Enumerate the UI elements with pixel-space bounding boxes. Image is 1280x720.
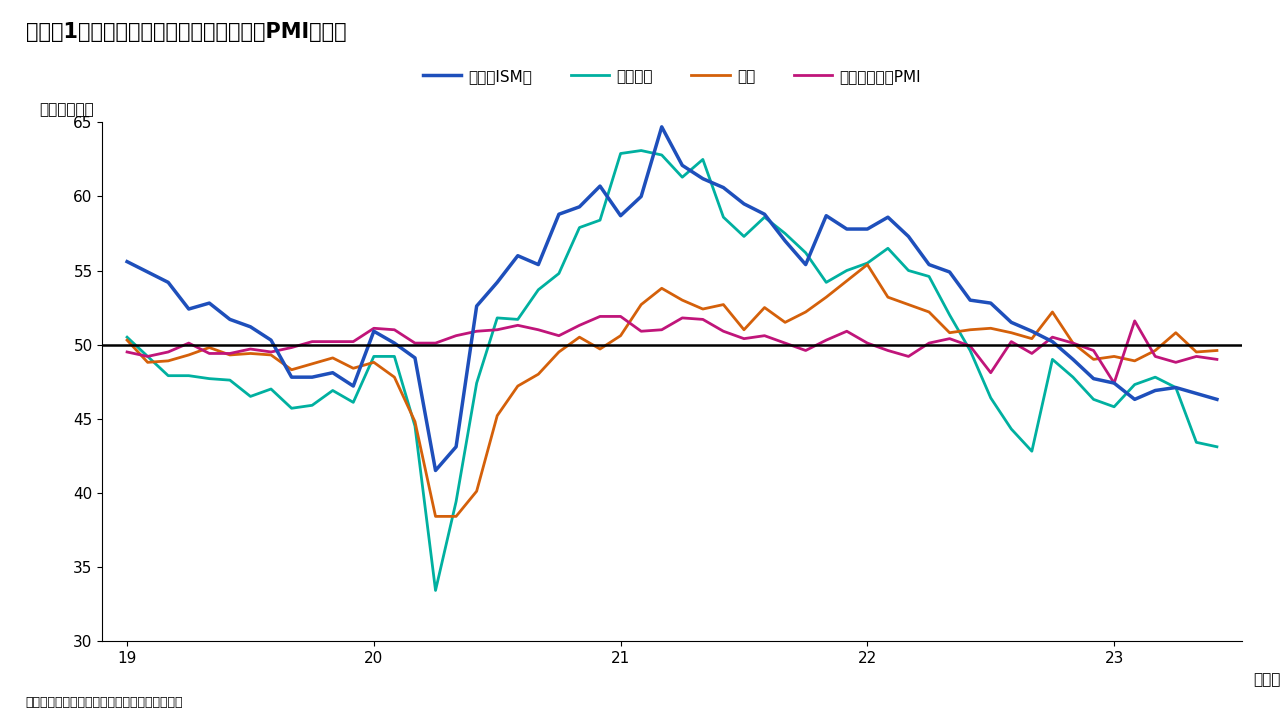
中国－政府版PMI: [119, 348, 134, 356]
ユーロ圏: [756, 213, 772, 222]
Line: ユーロ圏: ユーロ圏: [127, 150, 1217, 590]
Text: （年）: （年）: [1253, 672, 1280, 687]
ユーロ圏: [552, 269, 567, 278]
米国（ISM）: [654, 122, 669, 131]
中国－政府版PMI: [1210, 355, 1225, 364]
中国－政府版PMI: [881, 346, 896, 355]
米国（ISM）: [1210, 395, 1225, 404]
中国－政府版PMI: [797, 346, 813, 355]
日本: [797, 307, 813, 316]
米国（ISM）: [305, 373, 320, 382]
日本: [777, 318, 792, 327]
米国（ISM）: [901, 232, 916, 240]
ユーロ圏: [1210, 443, 1225, 451]
中国－政府版PMI: [531, 325, 547, 334]
ユーロ圏: [634, 146, 649, 155]
米国（ISM）: [818, 212, 833, 220]
米国（ISM）: [756, 210, 772, 219]
Line: 米国（ISM）: 米国（ISM）: [127, 127, 1217, 470]
Text: （ポイント）: （ポイント）: [40, 102, 95, 117]
ユーロ圏: [119, 333, 134, 341]
Legend: 米国（ISM）, ユーロ圏, 日本, 中国－政府版PMI: 米国（ISM）, ユーロ圏, 日本, 中国－政府版PMI: [417, 63, 927, 90]
Text: （図表1）　主要国・地域における製造業PMIの推移: （図表1） 主要国・地域における製造業PMIの推移: [26, 22, 346, 42]
米国（ISM）: [119, 257, 134, 266]
中国－政府版PMI: [593, 312, 608, 320]
中国－政府版PMI: [1106, 379, 1121, 387]
日本: [305, 359, 320, 368]
Line: 中国－政府版PMI: 中国－政府版PMI: [127, 316, 1217, 383]
日本: [428, 512, 443, 521]
日本: [552, 348, 567, 356]
日本: [736, 325, 751, 334]
ユーロ圏: [305, 401, 320, 410]
米国（ISM）: [552, 210, 567, 219]
中国－政府版PMI: [305, 337, 320, 346]
Line: 日本: 日本: [127, 264, 1217, 516]
Text: （出所）ブルームバーグよりインベスコが作成: （出所）ブルームバーグよりインベスコが作成: [26, 696, 183, 709]
中国－政府版PMI: [736, 334, 751, 343]
ユーロ圏: [818, 278, 833, 287]
日本: [119, 336, 134, 344]
ユーロ圏: [797, 248, 813, 257]
日本: [901, 300, 916, 309]
日本: [860, 260, 876, 269]
ユーロ圏: [428, 586, 443, 595]
ユーロ圏: [901, 266, 916, 275]
米国（ISM）: [797, 260, 813, 269]
米国（ISM）: [428, 466, 443, 474]
日本: [1210, 346, 1225, 355]
中国－政府版PMI: [777, 339, 792, 348]
